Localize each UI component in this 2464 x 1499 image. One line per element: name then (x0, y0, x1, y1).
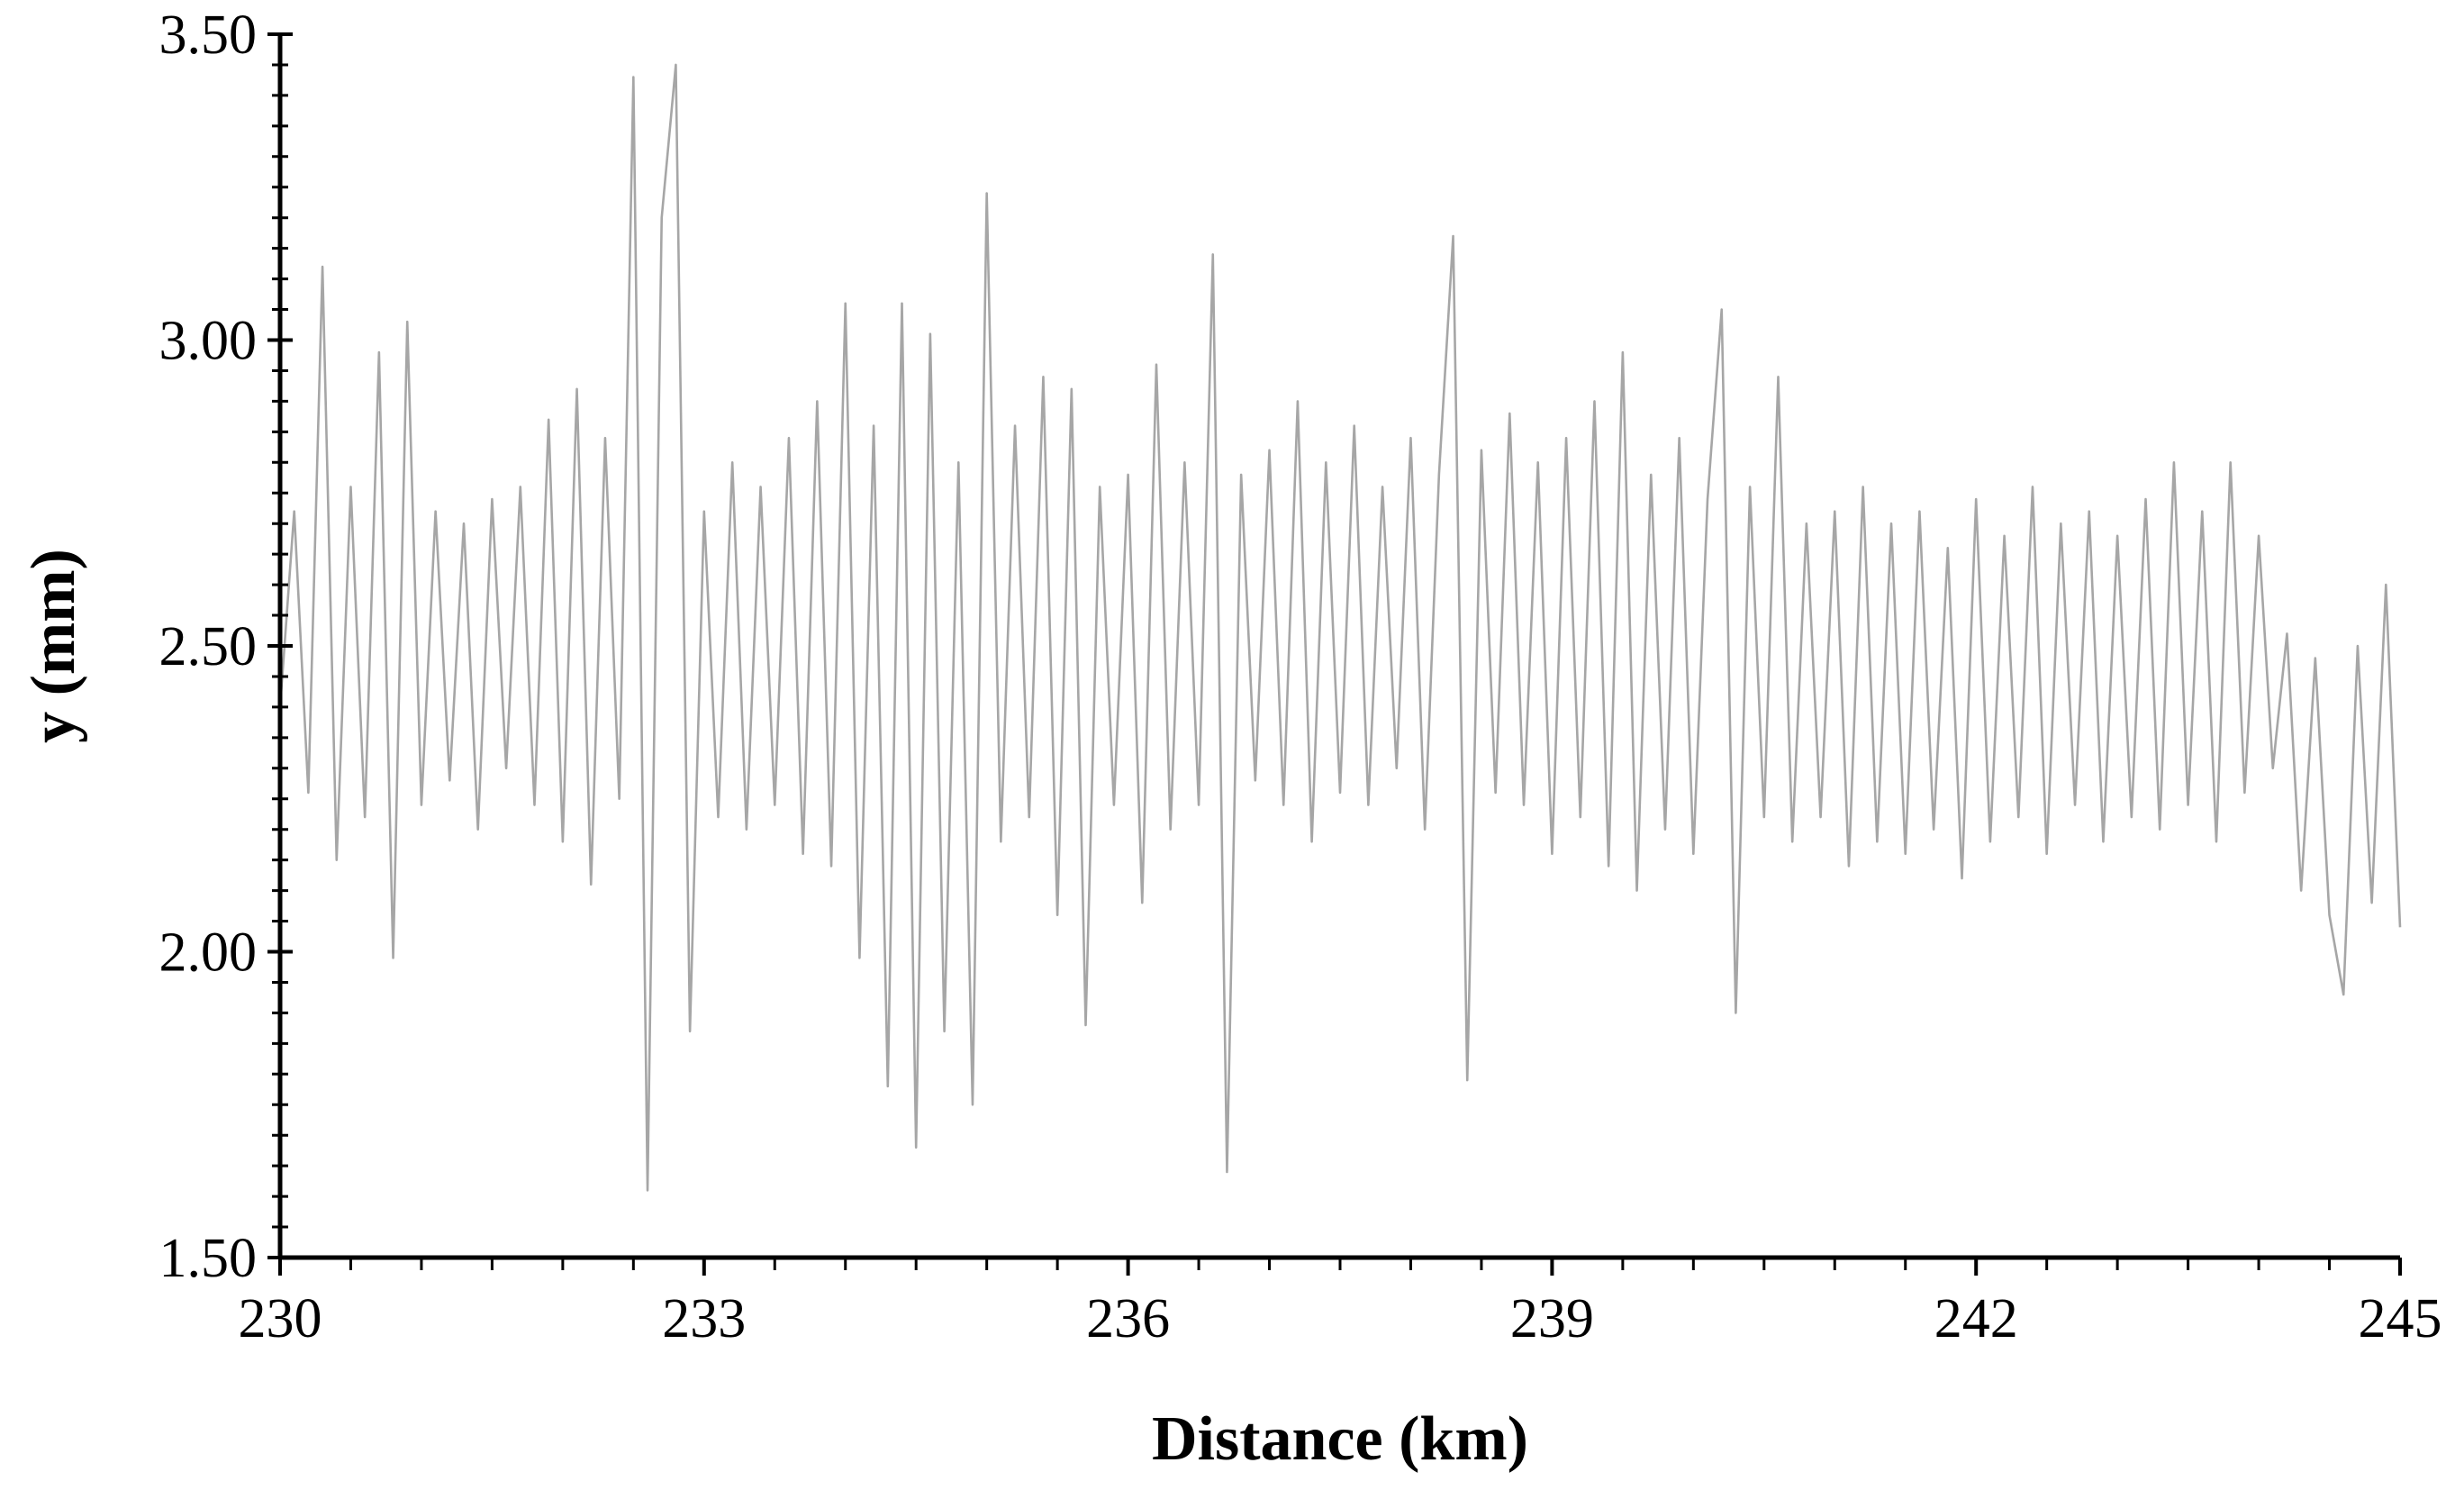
y-tick-label: 3.00 (159, 311, 258, 372)
x-axis-title: Distance (km) (1152, 1404, 1528, 1474)
y-tick-label: 2.00 (159, 922, 258, 984)
y-tick-label: 2.50 (159, 616, 258, 677)
y-axis-title: y (mm) (19, 549, 88, 743)
x-tick-label: 233 (662, 1288, 746, 1349)
y-tick-label: 1.50 (159, 1228, 258, 1289)
x-tick-label: 236 (1086, 1288, 1170, 1349)
x-tick-label: 239 (1510, 1288, 1594, 1349)
x-tick-label: 245 (2359, 1288, 2442, 1349)
y-tick-label: 3.50 (159, 5, 258, 66)
x-tick-label: 230 (239, 1288, 322, 1349)
x-tick-label: 242 (1934, 1288, 2018, 1349)
data-line (278, 63, 2402, 1192)
